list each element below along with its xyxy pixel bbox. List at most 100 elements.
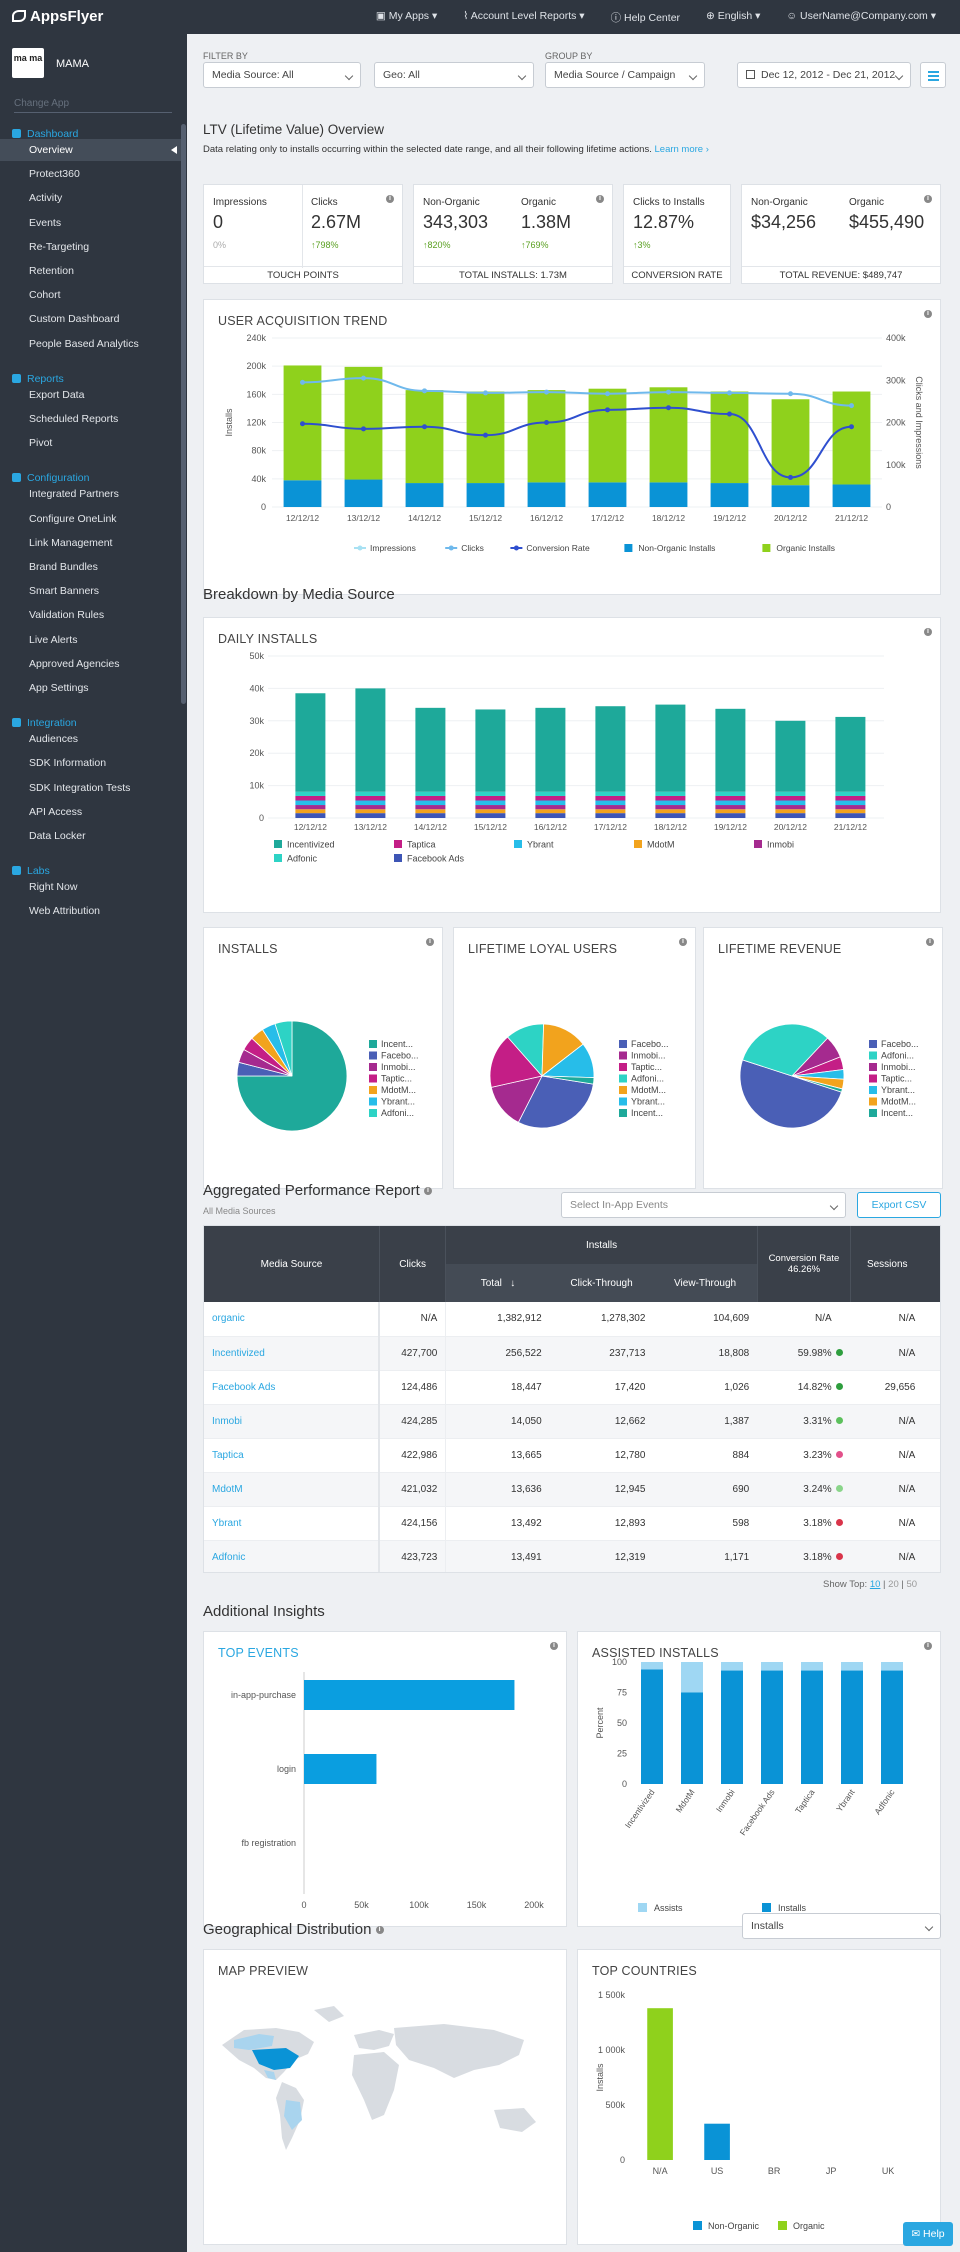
bar-nonorganic[interactable] (704, 2123, 730, 2160)
clicks-point[interactable] (666, 389, 671, 395)
learn-more-link[interactable]: Learn more › (654, 144, 709, 155)
bar-segment[interactable] (475, 809, 506, 814)
show-top-50[interactable]: 50 (906, 1579, 918, 1590)
cell-source[interactable]: Incentivized (204, 1336, 381, 1371)
bar-assists[interactable] (801, 1662, 823, 1671)
bar-organic[interactable] (344, 366, 383, 480)
sidebar-item-people-based-analytics[interactable]: People Based Analytics (29, 337, 139, 350)
show-top-10[interactable]: 10 (869, 1579, 881, 1590)
sidebar-item-events[interactable]: Events (29, 216, 62, 229)
bar-installs[interactable] (881, 1670, 903, 1784)
pie-slice[interactable] (489, 1036, 543, 1088)
sidebar-section-dashboard[interactable]: Dashboard (12, 128, 78, 140)
sidebar-item-configure-onelink[interactable]: Configure OneLink (29, 512, 117, 525)
legend-label[interactable]: Inmobi... (381, 1062, 416, 1072)
account-reports-menu[interactable]: ⌇ Account Level Reports ▾ (463, 10, 585, 22)
bar-segment[interactable] (835, 813, 866, 818)
user-menu[interactable]: ☺ UserName@Company.com ▾ (786, 10, 936, 22)
sidebar-section-labs[interactable]: Labs (12, 865, 50, 877)
my-apps-menu[interactable]: ▣ My Apps ▾ (375, 10, 438, 22)
sidebar-item-integrated-partners[interactable]: Integrated Partners (29, 488, 119, 501)
col-total[interactable]: Total ↓ (445, 1264, 550, 1302)
col-sessions[interactable]: Sessions (850, 1226, 924, 1302)
bar-segment[interactable] (535, 791, 566, 796)
world-map[interactable] (204, 1950, 568, 2246)
bar-nonorganic[interactable] (405, 483, 444, 507)
conversion-point[interactable] (727, 411, 732, 417)
legend-label[interactable]: Impressions (370, 543, 416, 553)
legend-label[interactable]: Incent... (881, 1108, 913, 1118)
cell-source[interactable]: Adfonic (204, 1540, 381, 1572)
conversion-point[interactable] (605, 407, 610, 413)
bar-nonorganic[interactable] (344, 479, 383, 507)
info-icon[interactable]: i (426, 938, 434, 946)
legend-label[interactable]: Ybrant (527, 840, 554, 850)
bar-segment[interactable] (295, 795, 326, 801)
bar-segment[interactable] (595, 805, 626, 810)
cell-source[interactable]: MdotM (204, 1472, 381, 1507)
sidebar-item-pivot[interactable]: Pivot (29, 437, 53, 450)
map-region-brazil[interactable] (284, 2100, 302, 2130)
export-csv-button[interactable]: Export CSV (857, 1192, 941, 1218)
sidebar-item-data-locker[interactable]: Data Locker (29, 830, 86, 842)
bar-segment[interactable] (475, 795, 506, 801)
bar-assists[interactable] (841, 1662, 863, 1671)
table-row[interactable]: Facebook Ads 124,486 18,447 17,420 1,026 14.8… (204, 1370, 940, 1405)
bar-segment[interactable] (655, 791, 686, 796)
table-row[interactable]: Taptica 422,986 13,665 12,780 884 3.23% N/A (204, 1438, 940, 1473)
change-app-select[interactable]: Change App (14, 98, 172, 113)
conversion-point[interactable] (849, 424, 854, 430)
bar-segment[interactable] (295, 791, 326, 796)
bar-organic[interactable] (710, 391, 749, 484)
clicks-point[interactable] (300, 379, 305, 385)
conversion-point[interactable] (361, 426, 366, 432)
legend-label[interactable]: Taptic... (381, 1074, 412, 1084)
map-region-mexico[interactable] (264, 2070, 276, 2080)
sidebar-item-app-settings[interactable]: App Settings (29, 682, 89, 694)
media-source-filter[interactable]: Media Source: All (203, 62, 361, 88)
pie-slice[interactable] (791, 1075, 843, 1093)
bar-incentivized[interactable] (835, 716, 866, 792)
col-view-through[interactable]: View-Through (653, 1264, 758, 1302)
geo-metric-select[interactable]: Installs (742, 1913, 941, 1939)
date-range-picker[interactable]: Dec 12, 2012 - Dec 21, 2012 (737, 62, 911, 88)
bar-segment[interactable] (595, 795, 626, 801)
bar-incentivized[interactable] (655, 704, 686, 792)
sidebar-item-web-attribution[interactable]: Web Attribution (29, 905, 101, 918)
bar-segment[interactable] (415, 800, 446, 806)
bar-organic[interactable] (527, 390, 566, 483)
bar-segment[interactable] (355, 791, 386, 796)
legend-label[interactable]: Non-Organic Installs (638, 543, 715, 553)
table-row[interactable]: Inmobi 424,285 14,050 12,662 1,387 3.31% N/A (204, 1404, 940, 1439)
sidebar-item-overview[interactable]: Overview (0, 139, 181, 161)
bar-installs[interactable] (761, 1670, 783, 1784)
legend-label[interactable]: Incent... (381, 1039, 413, 1049)
bar-nonorganic[interactable] (466, 483, 505, 507)
sidebar-section-configuration[interactable]: Configuration (12, 472, 89, 484)
bar-segment[interactable] (715, 795, 746, 801)
sidebar-section-integration[interactable]: Integration (12, 717, 77, 729)
help-button[interactable]: ✉ Help (903, 2222, 953, 2246)
settings-sliders-button[interactable] (920, 62, 946, 88)
info-icon[interactable]: i (924, 628, 932, 636)
bar-segment[interactable] (775, 805, 806, 810)
clicks-point[interactable] (422, 388, 427, 394)
bar-segment[interactable] (715, 805, 746, 810)
help-center-link[interactable]: ⓘ Help Center (610, 12, 681, 24)
table-row[interactable]: Adfonic 423,723 13,491 12,319 1,171 3.18% N/A (204, 1540, 940, 1572)
bar-nonorganic[interactable] (710, 483, 749, 507)
clicks-point[interactable] (483, 390, 488, 396)
bar-incentivized[interactable] (415, 707, 446, 792)
legend-label[interactable]: Inmobi (767, 840, 794, 850)
pie-slice[interactable] (517, 1075, 594, 1129)
legend-label[interactable]: Facebo... (631, 1039, 669, 1049)
sidebar-item-brand-bundles[interactable]: Brand Bundles (29, 561, 98, 573)
sidebar-item-audiences[interactable]: Audiences (29, 733, 79, 746)
conversion-point[interactable] (544, 420, 549, 425)
conversion-point[interactable] (300, 421, 305, 427)
sidebar-item-sdk-information[interactable]: SDK Information (29, 757, 107, 770)
bar-nonorganic[interactable] (832, 484, 871, 507)
table-row[interactable]: Incentivized 427,700 256,522 237,713 18,808 5… (204, 1336, 940, 1371)
sidebar-item-activity[interactable]: Activity (29, 192, 63, 205)
bar-segment[interactable] (355, 795, 386, 801)
